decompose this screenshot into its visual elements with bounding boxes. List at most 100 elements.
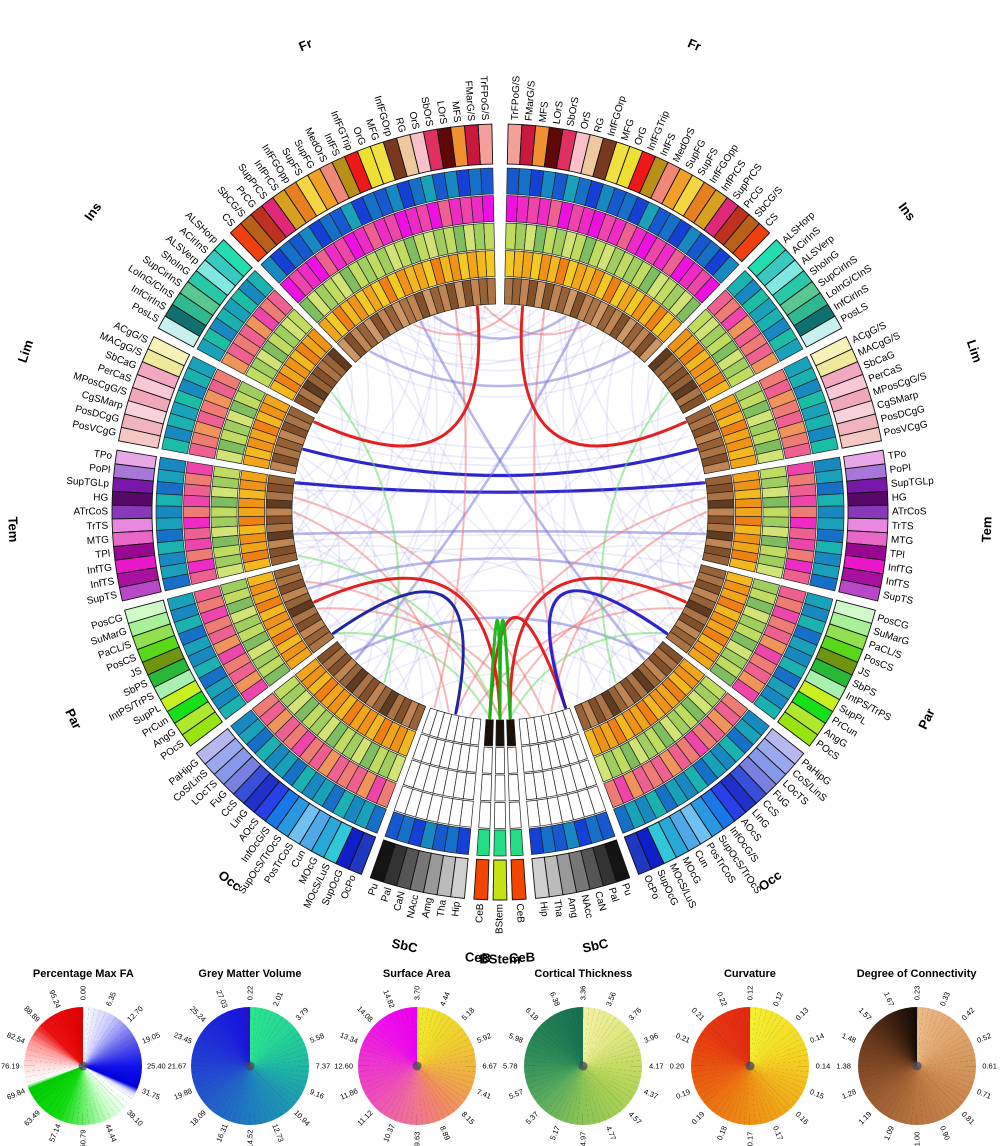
region-segment-PrCun[interactable] [166, 690, 209, 725]
region-segment-MTG[interactable] [112, 530, 154, 548]
region-segment-MACgG/S[interactable] [141, 348, 185, 378]
region-segment-CeB[interactable] [473, 858, 490, 901]
region-segment-PosLS[interactable] [157, 315, 201, 348]
region-segment-IntPS/TrPS[interactable] [153, 668, 197, 701]
ring-cell [442, 769, 458, 798]
region-segment-InfFGTrip[interactable] [343, 150, 373, 194]
region-segment-PoPl[interactable] [113, 463, 156, 482]
region-segment-InfPrCS[interactable] [272, 189, 307, 231]
region-segment-Tha[interactable] [436, 854, 457, 898]
region-segment-SupTS[interactable] [118, 579, 162, 602]
region-segment-MFG[interactable] [369, 141, 396, 185]
region-segment-InfOcG/S[interactable] [264, 788, 301, 830]
region-segment-CS[interactable] [732, 222, 771, 263]
ring-cell [279, 276, 307, 304]
region-segment-TPl[interactable] [113, 542, 156, 561]
region-segment-AOcS[interactable] [253, 780, 291, 822]
region-segment-ATrCoS[interactable] [111, 504, 153, 520]
region-segment-InfTG[interactable] [114, 554, 157, 575]
ring-cell [311, 365, 338, 389]
region-segment-NAcc[interactable] [409, 849, 432, 893]
region-segment-AngG[interactable] [174, 700, 216, 736]
region-segment-Hip[interactable] [531, 856, 550, 899]
region-segment-OrG[interactable] [356, 145, 385, 189]
ring-cell [234, 669, 263, 695]
region-segment-TrTS[interactable] [111, 517, 153, 534]
region-segment-HG[interactable] [847, 490, 889, 507]
region-segment-SbCG/S[interactable] [239, 213, 278, 254]
region-segment-Cun[interactable] [298, 809, 332, 852]
region-segment-BStem[interactable] [492, 859, 508, 901]
region-segment-PaHipG[interactable] [195, 727, 237, 765]
region-segment-Pu[interactable] [369, 839, 396, 883]
region-segment-InfFGOrp[interactable] [382, 137, 408, 181]
region-segment-SupPrCS[interactable] [261, 196, 297, 239]
ring-cell [240, 469, 268, 484]
region-segment-FMarG/S[interactable] [463, 124, 481, 166]
region-segment-SupTS[interactable] [838, 579, 882, 602]
region-segment-TrFPoG/S[interactable] [477, 123, 494, 166]
region-segment-LoInG/CInS[interactable] [171, 292, 214, 327]
region-segment-LOcTS[interactable] [213, 746, 253, 786]
region-segment-CgSMarp[interactable] [124, 400, 168, 425]
region-segment-InfFS[interactable] [331, 155, 362, 199]
region-segment-SbPS[interactable] [147, 657, 191, 689]
region-segment-PerCaS[interactable] [131, 373, 176, 401]
region-segment-OcPo[interactable] [348, 831, 377, 875]
region-segment-ATrCoS[interactable] [847, 504, 889, 520]
region-segment-SupOcG[interactable] [335, 826, 365, 870]
region-segment-SupFS[interactable] [295, 174, 328, 217]
region-segment-POcS[interactable] [776, 711, 819, 747]
region-segment-InfCirInS[interactable] [164, 303, 207, 337]
region-segment-PosVCgG[interactable] [118, 426, 161, 449]
region-segment-MPosCgG/S[interactable] [127, 386, 171, 413]
region-segment-PosLS[interactable] [799, 315, 843, 348]
chord [508, 576, 687, 720]
region-segment-LinG[interactable] [243, 772, 281, 813]
region-segment-ACirInS[interactable] [204, 249, 245, 287]
region-segment-PosDCgG[interactable] [120, 413, 164, 437]
region-segment-SupFG[interactable] [306, 167, 339, 211]
region-segment-SupOcS/TrOcS[interactable] [275, 795, 311, 838]
region-segment-SbOrS[interactable] [422, 128, 444, 172]
region-segment-ShoInG[interactable] [187, 269, 229, 306]
region-segment-CcS[interactable] [232, 764, 271, 805]
region-segment-HG[interactable] [111, 490, 153, 507]
region-segment-ACgG/S[interactable] [147, 336, 191, 367]
region-segment-ALSVerp[interactable] [195, 259, 237, 297]
region-segment-Hip[interactable] [450, 856, 469, 899]
region-segment-LOrS[interactable] [436, 126, 457, 170]
region-segment-SupPL[interactable] [159, 679, 203, 713]
ring-cell [349, 326, 373, 354]
region-segment-PosVCgG[interactable] [839, 426, 882, 449]
region-segment-ALSHorp[interactable] [213, 238, 253, 278]
region-segment-CS[interactable] [229, 222, 268, 263]
region-segment-InfFGOpp[interactable] [283, 181, 318, 224]
region-segment-InfTS[interactable] [116, 567, 160, 589]
region-segment-PosCG[interactable] [124, 599, 168, 625]
region-segment-JS[interactable] [141, 646, 185, 676]
region-segment-MedOrS[interactable] [319, 161, 350, 205]
region-segment-CoS/LinS[interactable] [204, 737, 245, 776]
region-segment-MOcS/LuS[interactable] [322, 821, 354, 865]
region-segment-SbCaG[interactable] [136, 361, 180, 390]
region-segment-CeB[interactable] [510, 858, 527, 901]
region-segment-OrS[interactable] [409, 131, 432, 175]
chord [433, 309, 467, 709]
region-segment-FuG[interactable] [223, 755, 262, 795]
region-segment-MOcG[interactable] [310, 815, 343, 859]
region-segment-SupTGLp[interactable] [112, 477, 154, 494]
region-segment-TPo[interactable] [114, 449, 157, 470]
region-segment-RG[interactable] [395, 134, 420, 178]
region-segment-OcPo[interactable] [623, 831, 652, 875]
region-segment-POcS[interactable] [181, 711, 224, 747]
region-segment-CaN[interactable] [396, 846, 420, 890]
region-segment-Pal[interactable] [382, 843, 408, 887]
region-segment-SuMarG[interactable] [127, 611, 172, 638]
region-segment-PosTrCoS[interactable] [287, 802, 321, 845]
region-segment-PaCL/S[interactable] [131, 623, 176, 651]
region-segment-MFS[interactable] [450, 125, 469, 168]
region-segment-PrCG[interactable] [250, 205, 287, 246]
region-segment-SupCirInS[interactable] [179, 280, 221, 317]
region-segment-PosCS[interactable] [136, 634, 180, 664]
